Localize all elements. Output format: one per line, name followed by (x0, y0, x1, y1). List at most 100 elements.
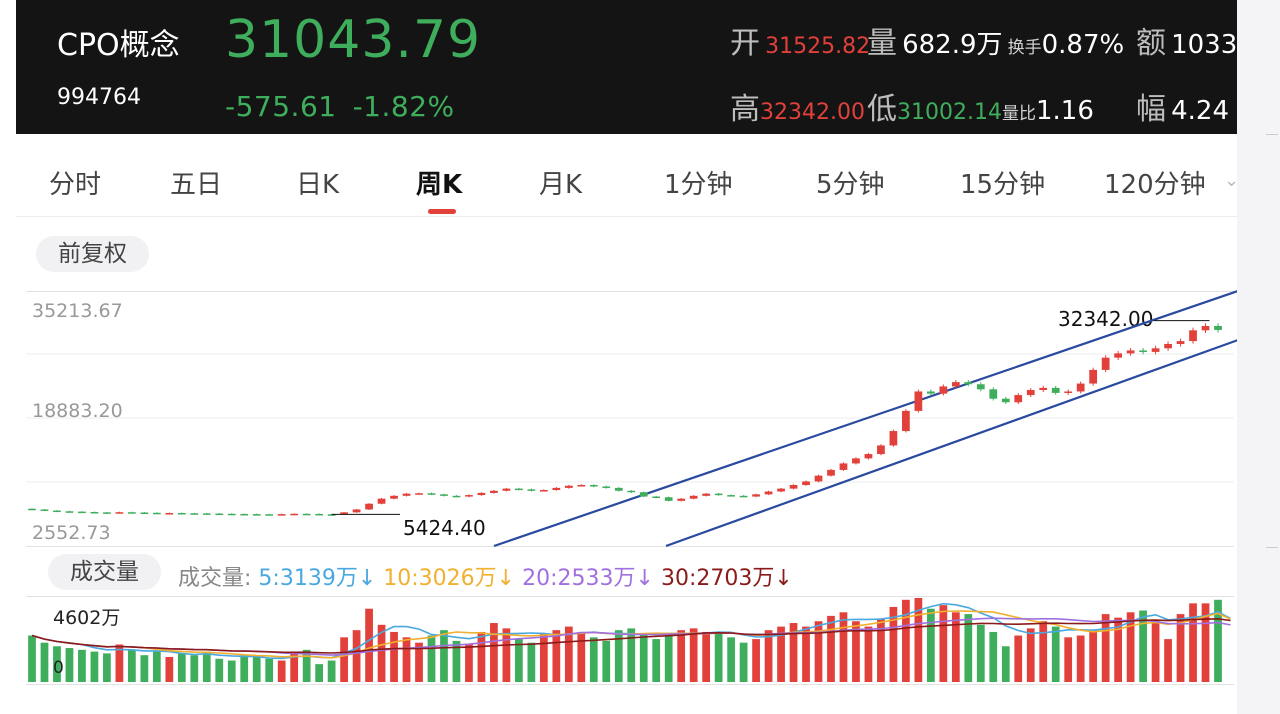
candle (677, 498, 686, 501)
candle (1051, 387, 1060, 393)
candle (877, 445, 885, 455)
volume-bar (252, 656, 261, 682)
volume-indicator: 成交量: 5:3139万↓ 10:3026万↓ 20:2533万↓ 30:270… (178, 566, 793, 591)
volume-bar (1201, 603, 1210, 682)
candle (327, 514, 336, 516)
tab-daily-k[interactable]: 日K (296, 170, 340, 200)
volume-bar (664, 635, 673, 682)
volume-button[interactable]: 成交量 (48, 554, 161, 590)
candle (427, 493, 436, 495)
ma5-value: 5:3139万 (258, 566, 358, 591)
volume-bar (752, 639, 760, 682)
candle (240, 513, 249, 516)
change-value: -575.61 (225, 90, 337, 123)
volume-bar (427, 635, 436, 682)
chevron-down-icon[interactable]: ⌄ (1224, 170, 1237, 191)
volume-bar (215, 658, 224, 682)
volume-bar (939, 605, 948, 682)
volume-chart-frame (26, 596, 1234, 685)
volume-bar (1101, 614, 1110, 682)
tab-120min[interactable]: 120分钟 (1104, 170, 1206, 200)
tab-5min[interactable]: 5分钟 (816, 170, 885, 200)
volume-bar (402, 637, 411, 682)
tab-fenshi[interactable]: 分时 (49, 170, 102, 200)
volume-bar (465, 644, 473, 682)
candle (415, 493, 423, 495)
volume-bar (827, 615, 835, 682)
candle (1014, 395, 1023, 403)
volume-bar (1176, 614, 1185, 682)
tab-weekly-k[interactable]: 周K (416, 170, 463, 200)
volume-bar (764, 630, 773, 682)
volume-bar (1014, 635, 1023, 682)
tab-1min[interactable]: 1分钟 (664, 170, 733, 200)
volume-bar (302, 649, 311, 682)
volume-bar (789, 623, 798, 682)
volume-bar (926, 608, 935, 682)
candle (951, 382, 960, 387)
candle (165, 513, 174, 515)
candle (215, 513, 224, 516)
volume-bar (390, 631, 398, 682)
volume-bar (839, 612, 848, 682)
high-annotation: 32342.00 (1058, 307, 1154, 331)
volume-bar (352, 630, 361, 682)
volume-bar (177, 653, 186, 682)
change-percent: -1.82% (352, 90, 455, 123)
volume-bar (103, 653, 111, 682)
candle (527, 489, 536, 491)
volume-indicator-label: 成交量: (178, 566, 252, 591)
candle (1176, 341, 1185, 344)
volume-bar (877, 619, 885, 682)
candle (577, 485, 586, 487)
channel-upper-line (493, 290, 1237, 548)
gutter-dash (1266, 134, 1278, 135)
volume-bar (1051, 626, 1060, 682)
candle (902, 410, 910, 432)
volume-bar (502, 628, 511, 682)
candle (440, 494, 448, 496)
tab-five-day[interactable]: 五日 (170, 170, 223, 200)
volume-bar (240, 655, 249, 682)
volume-max-label: 4602万 (53, 607, 121, 629)
open-stat: 开 31525.82 (730, 26, 871, 61)
adjust-button[interactable]: 前复权 (36, 236, 149, 272)
candle (28, 508, 36, 511)
tab-monthly-k[interactable]: 月K (539, 170, 583, 200)
candle (190, 513, 199, 515)
volume-bar (1151, 619, 1160, 682)
volume-bar (652, 639, 661, 682)
kline-chart-frame (26, 291, 1234, 547)
candle (1139, 350, 1147, 352)
kline-chart[interactable] (16, 0, 1237, 714)
candle (1039, 387, 1048, 391)
candle (78, 511, 86, 514)
candle (1089, 369, 1098, 384)
candle (714, 493, 723, 496)
volume-bar (340, 637, 348, 682)
volume-bar (627, 628, 636, 682)
volume-bar (128, 649, 136, 682)
candle (639, 492, 648, 497)
volume-bar (727, 637, 735, 682)
y-label-top: 35213.67 (32, 300, 123, 322)
stock-app: CPO概念 994764 31043.79 -575.61 -1.82% 开 31… (16, 0, 1237, 714)
tab-15min[interactable]: 15分钟 (960, 170, 1046, 200)
volume-bar (290, 653, 299, 682)
candle (252, 514, 261, 516)
gutter-dash (1266, 547, 1278, 548)
ma20-value: 20:2533万 (522, 566, 636, 591)
y-label-bottom: 2552.73 (32, 522, 111, 544)
candle (452, 495, 461, 498)
candle (1026, 390, 1035, 396)
candle (103, 512, 111, 514)
volume-bar (639, 633, 648, 682)
volume-bar (415, 642, 423, 682)
candle (976, 384, 985, 390)
volume-bar (315, 664, 324, 682)
volume-bar (1164, 639, 1172, 682)
candle (827, 469, 835, 476)
candle (40, 509, 49, 511)
volume-bar (28, 635, 36, 682)
candle (502, 488, 511, 491)
